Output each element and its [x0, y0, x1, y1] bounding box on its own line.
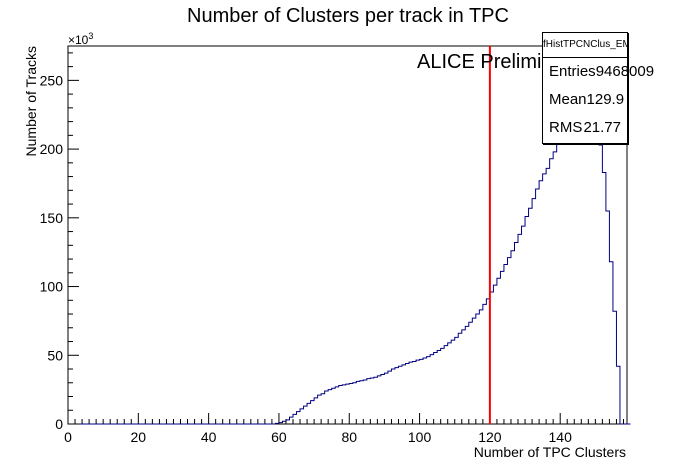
stats-mean-row: Mean 129.9: [543, 86, 627, 114]
stats-entries-row: Entries 9468009: [543, 58, 654, 86]
x-tick-label: 20: [131, 429, 147, 445]
x-tick-label: 0: [64, 429, 72, 445]
stats-entries-label: Entries: [549, 63, 596, 80]
x-tick-label: 80: [341, 429, 357, 445]
y-tick-label: 250: [40, 72, 64, 88]
plot-area: 0 20 40 60 80 100 120 140 0 50 100 150 200 250: [40, 45, 631, 445]
y-tick-label: 0: [55, 416, 63, 432]
stats-rms-row: RMS 21.77: [543, 114, 627, 142]
histogram-series-line: [68, 116, 631, 425]
y-tick-label: 200: [40, 141, 64, 157]
y-exponent-base: ×10: [68, 33, 89, 47]
y-axis-label: Number of Tracks: [23, 46, 39, 156]
x-tick-label: 40: [201, 429, 217, 445]
x-tick-label: 60: [271, 429, 287, 445]
y-exponent-power: 3: [88, 31, 93, 41]
x-tick-label: 100: [408, 429, 432, 445]
y-tick-label: 50: [47, 347, 63, 363]
stats-histogram-name: fHistTPCNClus_EMCEGA: [543, 33, 627, 58]
x-tick-label: 120: [478, 429, 502, 445]
alice-preliminary-label: ALICE Preliminary: [417, 51, 580, 73]
x-axis-label: Number of TPC Clusters: [474, 444, 626, 460]
stats-mean-label: Mean: [549, 91, 587, 108]
y-tick-label: 100: [40, 279, 64, 295]
plot-frame: [67, 45, 628, 425]
stats-entries-value: 9468009: [595, 63, 655, 80]
stats-box: fHistTPCNClus_EMCEGA Entries 9468009 Mea…: [542, 32, 654, 144]
stats-rms-label: RMS: [549, 119, 583, 136]
stats-mean-value: 129.9: [586, 91, 625, 108]
x-tick-label: 140: [549, 429, 573, 445]
y-exponent-label: ×103: [68, 31, 93, 47]
chart-title: Number of Clusters per track in TPC: [187, 5, 509, 27]
y-tick-label: 150: [40, 210, 64, 226]
stats-rms-value: 21.77: [583, 119, 621, 136]
